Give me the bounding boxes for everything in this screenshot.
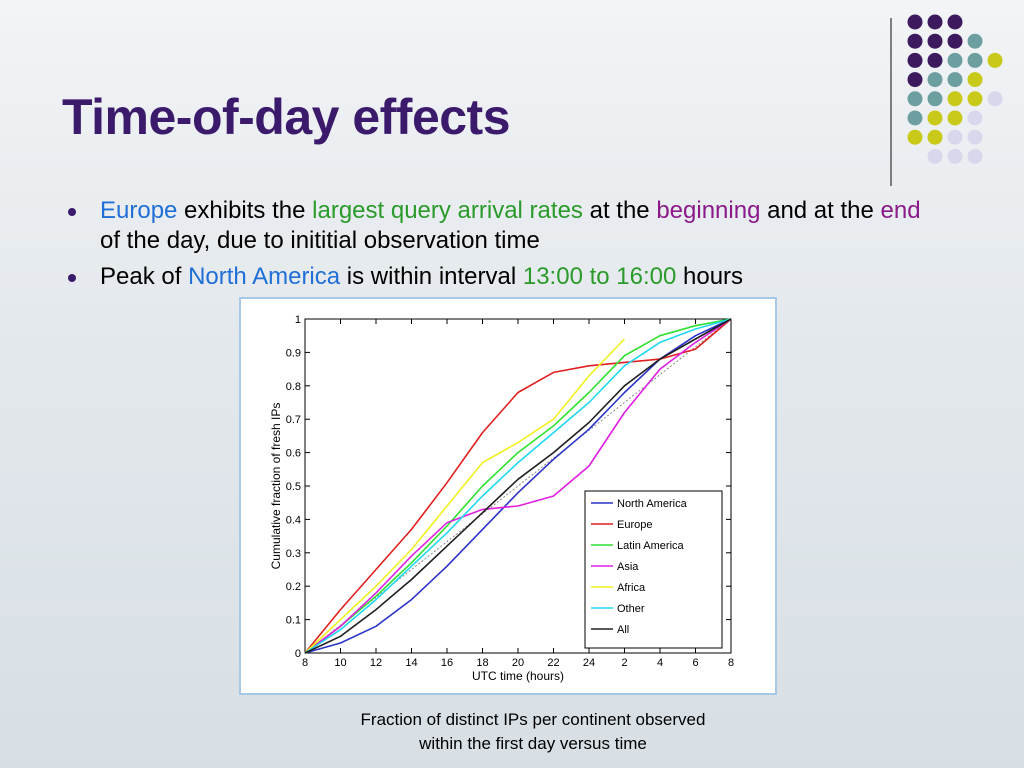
y-tick-label: 0.9 (286, 347, 301, 359)
series-line (304, 318, 732, 654)
dot (987, 91, 1003, 107)
caption-line: Fraction of distinct IPs per continent o… (360, 710, 706, 729)
legend-label: Latin America (617, 540, 685, 552)
dot (927, 33, 943, 49)
dot (907, 52, 923, 68)
legend-label: Africa (617, 582, 646, 594)
x-tick-label: 18 (476, 657, 488, 669)
bullet-text: hours (676, 263, 744, 290)
bullet-text: and at the (760, 197, 881, 224)
x-tick-label: 8 (728, 657, 734, 669)
legend-label: Other (617, 603, 645, 615)
legend-label: All (617, 624, 629, 636)
legend-label: Asia (617, 561, 639, 573)
dot (947, 14, 963, 30)
y-tick-label: 0.6 (286, 448, 301, 460)
legend-box (584, 490, 723, 649)
y-axis-label: Cumulative fraction of fresh IPs (269, 403, 283, 570)
bullet-text: Europe (100, 197, 178, 224)
y-tick-label: 0.8 (286, 381, 301, 393)
bullet: Peak of North America is within interval… (66, 262, 926, 292)
bullet-list: Europe exhibits the largest query arriva… (66, 196, 926, 298)
dot (907, 14, 923, 30)
caption: Fraction of distinct IPs per continent o… (300, 708, 766, 756)
bullet-text: North America (188, 263, 341, 290)
bullet-text: beginning (656, 197, 761, 224)
x-tick-label: 22 (547, 657, 559, 669)
x-axis-label: UTC time (hours) (472, 669, 564, 683)
series-line (304, 318, 732, 654)
dot (967, 91, 983, 107)
slide-title: Time-of-day effects (62, 89, 511, 145)
y-tick-label: 0.2 (286, 581, 301, 593)
y-tick-label: 0.1 (286, 615, 301, 627)
x-tick-label: 10 (334, 657, 346, 669)
y-tick-label: 0.3 (286, 548, 301, 560)
bullet-text: largest query arrival rates (312, 197, 583, 224)
dot (907, 33, 923, 49)
bullet-text: exhibits the (177, 197, 313, 224)
x-tick-label: 2 (621, 657, 627, 669)
x-tick-label: 16 (441, 657, 453, 669)
dot (927, 52, 943, 68)
y-tick-label: 0 (295, 648, 301, 660)
x-tick-label: 14 (405, 657, 417, 669)
dot (927, 14, 943, 30)
dot (927, 148, 943, 164)
bullet-text: end (880, 197, 921, 224)
dot (967, 52, 983, 68)
dot (967, 72, 983, 88)
series-line (304, 338, 626, 654)
bullet-text: Peak of (100, 263, 189, 290)
dot (947, 148, 963, 164)
bullet-text: at the (582, 197, 657, 224)
dot (967, 148, 983, 164)
dot (967, 110, 983, 126)
dot (987, 52, 1003, 68)
series-line (304, 318, 732, 654)
dot (947, 129, 963, 145)
caption-line: within the first day versus time (419, 734, 647, 753)
bullet-text: 13:00 to 16:00 (522, 263, 677, 290)
legend-label: North America (617, 498, 688, 510)
dot (927, 91, 943, 107)
dot (947, 72, 963, 88)
bullet: Europe exhibits the largest query arriva… (66, 196, 926, 256)
x-tick-label: 4 (657, 657, 663, 669)
dot (947, 52, 963, 68)
dot (947, 33, 963, 49)
dot (947, 110, 963, 126)
y-tick-label: 0.5 (286, 481, 301, 493)
dot (907, 129, 923, 145)
x-tick-label: 12 (370, 657, 382, 669)
x-tick-label: 24 (583, 657, 595, 669)
dot (967, 33, 983, 49)
bullet-text: is within interval (340, 263, 523, 290)
y-tick-label: 0.4 (286, 514, 301, 526)
dot (927, 110, 943, 126)
y-tick-label: 0.7 (286, 414, 301, 426)
dot (927, 72, 943, 88)
y-tick-label: 1 (295, 314, 301, 326)
x-tick-label: 6 (692, 657, 698, 669)
dot (907, 110, 923, 126)
dot (947, 91, 963, 107)
series-line (304, 318, 732, 654)
dot (907, 72, 923, 88)
dot (967, 129, 983, 145)
dot (907, 91, 923, 107)
bullet-text: of the day, due to inititial observation… (100, 227, 540, 254)
legend-label: Europe (617, 519, 652, 531)
x-tick-label: 20 (512, 657, 524, 669)
dot (927, 129, 943, 145)
x-tick-label: 8 (302, 657, 308, 669)
